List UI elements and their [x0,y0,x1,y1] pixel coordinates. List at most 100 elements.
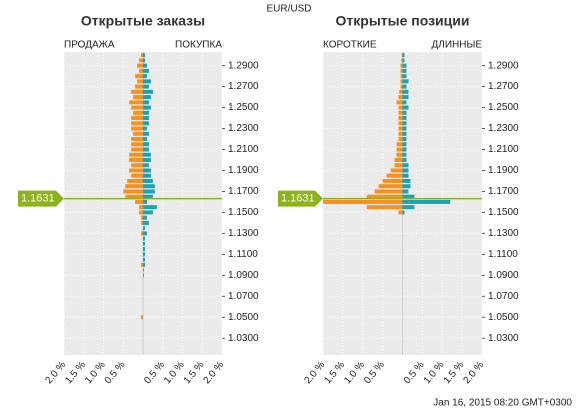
bar [143,231,147,236]
bar [390,168,403,173]
bar [399,89,403,94]
bar [143,205,157,210]
y-tick-label: 1.1100 [488,249,518,260]
bar [402,157,407,162]
bar [131,105,143,110]
bar [133,110,143,115]
bar [143,241,145,246]
bar [143,236,145,241]
bar [143,95,151,100]
bar [143,137,147,142]
bar [398,131,403,136]
bar [139,68,143,73]
bar [396,152,403,157]
bar [143,121,149,126]
bar [400,74,403,79]
bar [137,79,143,84]
bar [402,110,407,115]
bar [402,79,409,84]
y-tick-label: 1.2100 [488,144,519,155]
bar [131,137,143,142]
bar [402,68,407,73]
bar [131,126,143,131]
bar [398,116,403,121]
x-tick-label: 1.5 % [63,359,88,386]
x-tick-label: 1.0 % [162,359,187,386]
bar [402,95,409,100]
bar [394,163,403,168]
bar [131,147,143,152]
x-tick-label: 2.0 % [201,359,226,386]
bar [143,157,151,162]
bar [402,194,415,199]
bar [143,105,151,110]
bar [125,194,143,199]
bar [143,110,149,115]
bar [141,215,143,220]
bar [398,121,403,126]
bar [402,121,407,126]
bar [143,53,145,58]
bar [143,163,149,168]
bar [402,131,407,136]
bar [396,100,403,105]
x-tick-label: 1.0 % [342,359,367,386]
bar [402,189,409,194]
y-tick-label: 1.0700 [488,291,519,302]
bar [129,157,143,162]
x-tick-label: 2.0 % [302,359,327,386]
bar [143,210,153,215]
x-tick-label: 2.0 % [461,359,486,386]
bar [143,142,149,147]
y-tick-label: 1.2900 [228,60,259,71]
bar [143,247,145,252]
bar [143,152,151,157]
bar [398,137,403,142]
y-tick-label: 1.0500 [488,312,519,323]
bar [137,63,143,68]
bar [131,89,143,94]
bar [143,58,145,63]
bar [143,126,147,131]
bar [366,205,403,210]
y-tick-label: 1.1500 [228,207,259,218]
x-tick-label: 2.0 % [43,359,68,386]
bar [143,226,145,231]
bar [402,178,411,183]
bar [398,105,403,110]
bar [402,152,407,157]
bar [398,126,403,131]
bar [398,110,403,115]
bar [129,152,143,157]
bar [402,63,407,68]
bar [396,142,403,147]
bar [143,84,149,89]
bar [123,189,143,194]
bar [131,121,143,126]
bar [131,116,143,121]
bar [402,89,409,94]
bar [143,215,147,220]
y-tick-label: 1.1100 [228,249,258,260]
right-label: ДЛИННЫЕ [432,40,483,51]
bar [141,315,143,320]
bar [143,116,149,121]
bar [133,131,143,136]
bar [143,79,151,84]
bar [139,58,143,63]
bar [402,210,405,215]
bar [143,268,144,273]
bar [402,58,405,63]
bar [402,205,415,210]
y-tick-label: 1.1300 [228,228,259,239]
bar [143,74,147,79]
y-tick-label: 1.2500 [228,102,259,113]
x-tick-label: 1.0 % [422,359,447,386]
bar [139,210,143,215]
bar [139,205,143,210]
bar [396,147,403,152]
y-tick-label: 1.1900 [488,165,519,176]
y-tick-label: 1.2700 [488,81,519,92]
bar [402,173,409,178]
y-tick-label: 1.2300 [488,123,519,134]
